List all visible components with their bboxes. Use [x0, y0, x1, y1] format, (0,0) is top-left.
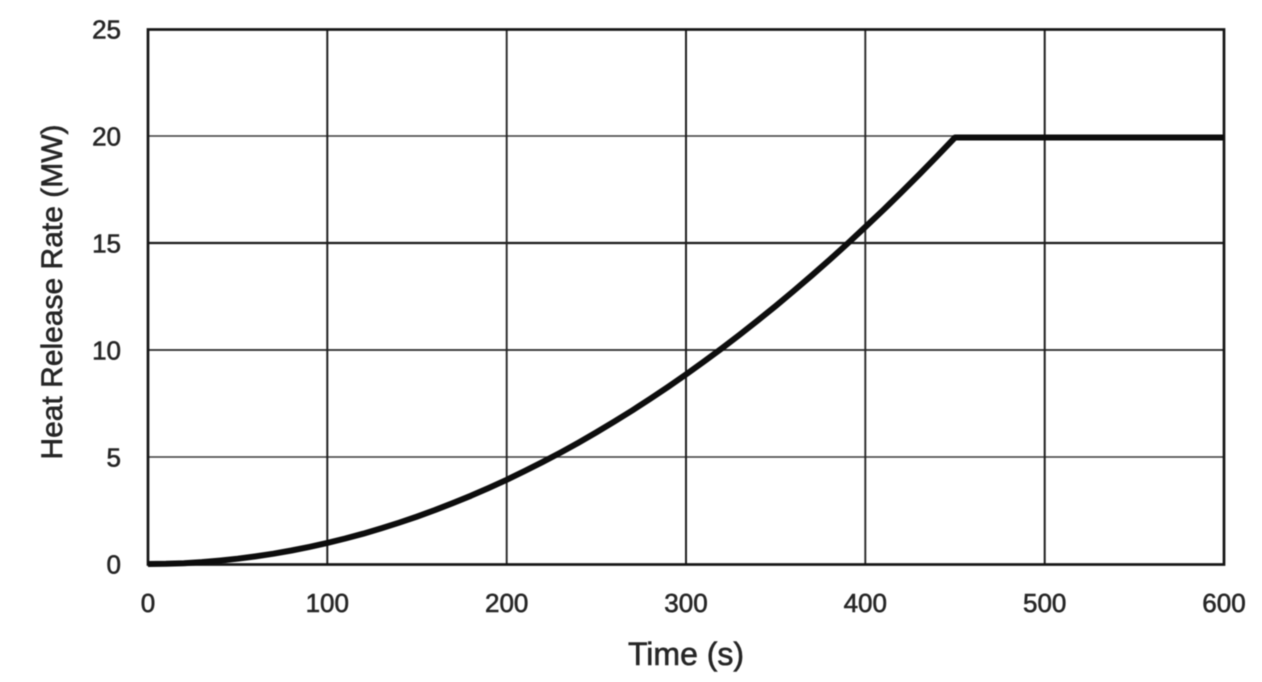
svg-text:200: 200	[485, 588, 528, 618]
svg-text:15: 15	[92, 229, 121, 259]
svg-text:Heat Release Rate (MW): Heat Release Rate (MW)	[36, 124, 69, 459]
svg-text:20: 20	[92, 122, 121, 152]
svg-text:500: 500	[1023, 588, 1066, 618]
svg-text:100: 100	[306, 588, 349, 618]
svg-text:5: 5	[107, 443, 121, 473]
svg-text:0: 0	[141, 588, 155, 618]
svg-text:Time (s): Time (s)	[628, 636, 744, 672]
svg-text:10: 10	[92, 336, 121, 366]
svg-text:0: 0	[107, 550, 121, 580]
svg-text:400: 400	[844, 588, 887, 618]
svg-text:25: 25	[92, 15, 121, 45]
svg-text:300: 300	[664, 588, 707, 618]
svg-text:600: 600	[1202, 588, 1245, 618]
